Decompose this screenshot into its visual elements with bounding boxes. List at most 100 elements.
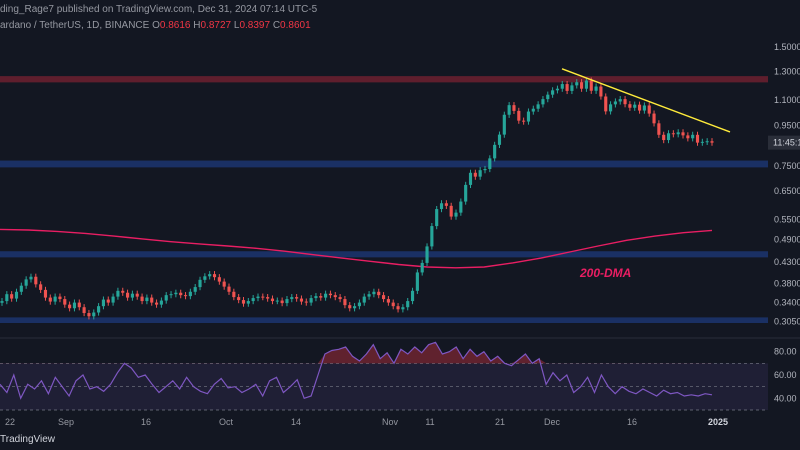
candle-body xyxy=(159,300,163,305)
candle-body xyxy=(449,205,453,217)
time-tick-label: 16 xyxy=(627,417,637,427)
candle-body xyxy=(121,290,125,293)
candle-body xyxy=(14,291,19,299)
price-zones xyxy=(0,76,768,324)
candle-body xyxy=(386,299,390,303)
candle-body xyxy=(628,104,632,108)
candle-body xyxy=(77,302,81,308)
candle-body xyxy=(657,123,661,135)
candle-body xyxy=(270,298,275,302)
candle-body xyxy=(565,84,569,91)
candle-body xyxy=(29,276,33,280)
candle-body xyxy=(285,299,289,304)
candle-body xyxy=(681,132,685,136)
publisher-line: ding_Rage7 published on TradingView.com,… xyxy=(0,4,318,15)
candle-body xyxy=(174,292,178,295)
candle-body xyxy=(92,312,96,317)
candle-body xyxy=(290,297,294,300)
candle-body xyxy=(328,293,333,296)
price-tick-label: 1.1000 xyxy=(774,95,800,105)
support-zone xyxy=(0,160,768,168)
candle-body xyxy=(34,276,38,285)
time-axis: 22 Sep 16 Oct 14 Nov 11 21 Dec 16 2025 xyxy=(5,417,728,427)
candle-body xyxy=(295,297,299,299)
candle-body xyxy=(227,286,231,292)
time-tick-label: 21 xyxy=(495,417,505,427)
chart-header: ding_Rage7 published on TradingView.com,… xyxy=(0,0,800,36)
candle-body xyxy=(633,104,637,108)
chart-footer: TradingView xyxy=(0,430,800,450)
candle-body xyxy=(246,301,250,304)
candle-body xyxy=(401,307,405,310)
candle-body xyxy=(662,134,666,141)
candle-body xyxy=(594,86,598,91)
candle-body xyxy=(53,296,57,302)
support-zone xyxy=(0,251,768,258)
candle-body xyxy=(551,90,555,95)
candle-body xyxy=(183,295,188,297)
price-tick-label: 0.4900 xyxy=(774,235,800,245)
time-tick-label: 16 xyxy=(141,417,151,427)
candle-body xyxy=(58,296,62,300)
time-tick-label: 14 xyxy=(291,417,301,427)
candle-body xyxy=(372,291,376,295)
candle-body xyxy=(410,290,415,302)
candle-body xyxy=(304,301,308,303)
time-tick-label: 2025 xyxy=(708,417,728,427)
candle-body xyxy=(39,284,43,290)
candle-body xyxy=(43,289,48,298)
candle-body xyxy=(676,132,680,135)
candle-body xyxy=(222,281,226,287)
candle-body xyxy=(106,299,110,303)
candle-body xyxy=(126,292,130,298)
candle-body xyxy=(261,296,265,298)
candle-body xyxy=(97,306,101,313)
candle-body xyxy=(570,85,574,91)
resistance-zone xyxy=(0,76,768,83)
candle-body xyxy=(691,134,695,139)
candle-body xyxy=(507,105,511,115)
candle-body xyxy=(618,99,622,102)
time-tick-label: Nov xyxy=(382,417,399,427)
candle-body xyxy=(19,285,23,292)
candle-body xyxy=(140,296,144,302)
candle-body xyxy=(647,105,651,114)
candle-body xyxy=(705,141,709,143)
candle-body xyxy=(241,300,246,304)
candle-body xyxy=(135,293,139,297)
rsi-panel: 80.00 60.00 40.00 xyxy=(0,337,800,411)
candle-body xyxy=(637,104,642,111)
candle-body xyxy=(536,104,540,109)
candle-body xyxy=(63,299,67,305)
candle-body xyxy=(10,294,14,299)
candle-body xyxy=(333,295,337,298)
candle-body xyxy=(251,298,255,302)
ohlc-close: C0.8601 xyxy=(272,20,311,31)
candle-body xyxy=(232,291,236,298)
candle-body xyxy=(444,203,448,206)
time-tick-label: Oct xyxy=(219,417,234,427)
candle-body xyxy=(48,297,52,302)
resistance-trendline xyxy=(561,68,731,133)
candle-body xyxy=(299,298,304,302)
price-tick-label: 0.3400 xyxy=(774,298,800,308)
candle-body xyxy=(150,297,154,303)
candle-body xyxy=(193,287,197,292)
candle-body xyxy=(575,82,579,86)
price-tick-label: 1.3000 xyxy=(774,66,800,76)
price-tick-label: 0.7500 xyxy=(774,161,800,171)
candle-body xyxy=(348,305,352,309)
rsi-line xyxy=(0,341,713,400)
candle-body xyxy=(599,86,603,97)
candle-body xyxy=(212,274,217,278)
candle-body xyxy=(415,272,419,291)
candles-layer xyxy=(0,77,714,320)
candle-body xyxy=(169,294,173,296)
candle-body xyxy=(502,114,506,135)
candle-body xyxy=(324,293,328,298)
candle-body xyxy=(483,169,487,171)
candle-body xyxy=(101,299,105,307)
candle-body xyxy=(454,212,458,217)
candle-body xyxy=(580,82,584,89)
